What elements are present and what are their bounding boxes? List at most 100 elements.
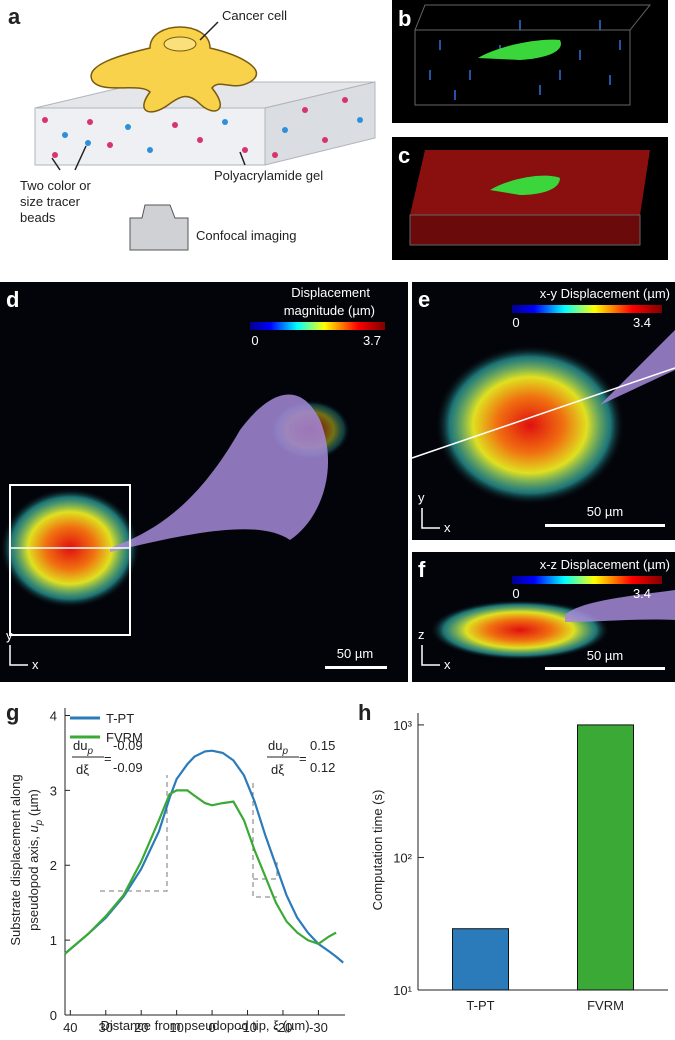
annotation-value: 0.15 bbox=[310, 738, 335, 753]
y-tick-label: 10² bbox=[393, 850, 412, 865]
svg-text:dup: dup bbox=[268, 738, 288, 757]
x-tick-label: -30 bbox=[309, 1020, 328, 1035]
panel-letter: h bbox=[358, 700, 371, 725]
cell bbox=[478, 39, 561, 60]
label: Polyacrylamide gel bbox=[214, 168, 323, 183]
panel-letter: b bbox=[398, 6, 411, 31]
image bbox=[392, 0, 668, 123]
annotation-text: du bbox=[268, 738, 282, 753]
axis-label: x bbox=[32, 657, 39, 672]
panel-letter: a bbox=[8, 4, 21, 29]
axis-label: y bbox=[418, 490, 425, 505]
zoom-box bbox=[9, 484, 131, 636]
y-axis-label-part: u bbox=[26, 825, 41, 832]
y-axis-label: Computation time (s) bbox=[370, 790, 385, 911]
line-series bbox=[64, 749, 344, 964]
x-tick-label: FVRM bbox=[587, 998, 624, 1013]
y-axis-label: pseudopod axis, up (µm) bbox=[26, 789, 45, 931]
annotation-text: = bbox=[104, 751, 112, 766]
panel-a: a Cancer cell Two color or size tracer b… bbox=[8, 4, 376, 251]
y-tick-label: 4 bbox=[50, 708, 57, 723]
legend-label: T-PT bbox=[106, 711, 134, 726]
label: beads bbox=[20, 210, 56, 225]
image bbox=[0, 282, 408, 682]
panel-letter: g bbox=[6, 700, 19, 725]
axis-label: x bbox=[444, 657, 451, 672]
y-axis-label-part: p bbox=[34, 819, 45, 826]
x-tick-label: 30 bbox=[99, 1020, 113, 1035]
axis-label: y bbox=[6, 628, 13, 643]
panel-d: d Displacement magnitude (µm) 0 3.7 y x … bbox=[0, 282, 408, 682]
scale-bar bbox=[545, 667, 665, 670]
panel-e: e x-y Displacement (µm) 0 3.4 y x 50 µm bbox=[411, 282, 675, 540]
y-axis-label-part: (µm) bbox=[26, 789, 41, 820]
annotation-value: 0.12 bbox=[310, 760, 335, 775]
y-tick-label: 1 bbox=[50, 933, 57, 948]
scale-bar-label: 50 µm bbox=[587, 504, 623, 519]
panel-letter: d bbox=[6, 287, 19, 312]
cell bbox=[490, 175, 560, 195]
displacement-field bbox=[435, 345, 625, 505]
colorbar-label: 3.4 bbox=[633, 586, 651, 601]
x-tick-label: -20 bbox=[274, 1020, 293, 1035]
gel-front bbox=[34, 107, 266, 166]
y-tick-label: 10³ bbox=[393, 718, 412, 733]
arrow bbox=[74, 145, 87, 171]
label: Cancer cell bbox=[222, 8, 287, 23]
scale-bar bbox=[545, 524, 665, 527]
cell bbox=[565, 590, 675, 622]
colorbar-title: Displacement bbox=[291, 285, 370, 300]
panel-c: c bbox=[392, 137, 668, 260]
scale-bar bbox=[325, 666, 387, 669]
annotation: dup dξ = -0.09 -0.09 dup dξ = 0.15 0.12 bbox=[72, 738, 335, 898]
panel-letter: c bbox=[398, 143, 410, 168]
colorbar-label: 0 bbox=[512, 586, 519, 601]
panel-letter: f bbox=[418, 557, 426, 582]
y-tick-label: 3 bbox=[50, 783, 57, 798]
annotation-text: dξ bbox=[76, 762, 89, 777]
panel-letter: e bbox=[418, 287, 430, 312]
colorbar-label: 3.7 bbox=[363, 333, 381, 348]
x-tick-label: 20 bbox=[134, 1020, 148, 1035]
bar bbox=[577, 724, 634, 991]
axis-label: x bbox=[444, 520, 451, 535]
colorbar-label: 0 bbox=[251, 333, 258, 348]
colorbar-title: magnitude (µm) bbox=[284, 303, 375, 318]
gel-side bbox=[264, 81, 376, 166]
colorbar bbox=[250, 322, 385, 330]
bar bbox=[452, 928, 509, 991]
annotation-text: p bbox=[281, 746, 288, 757]
annotation-text: dξ bbox=[271, 762, 284, 777]
x-tick-label: 0 bbox=[208, 1020, 215, 1035]
x-tick-label: -10 bbox=[238, 1020, 257, 1035]
colorbar-label: 0 bbox=[512, 315, 519, 330]
y-axis-label: Substrate displacement along bbox=[8, 774, 23, 945]
scale-bar-label: 50 µm bbox=[587, 648, 623, 663]
legend-label: FVRM bbox=[106, 730, 143, 745]
cell bbox=[110, 394, 329, 552]
label: Two color or bbox=[20, 178, 91, 193]
axis-label: z bbox=[418, 627, 425, 642]
x-tick-label: 40 bbox=[63, 1020, 77, 1035]
colorbar bbox=[512, 305, 662, 313]
svg-text:dup: dup bbox=[73, 738, 93, 757]
y-tick-label: 0 bbox=[50, 1008, 57, 1023]
scale-bar-label: 50 µm bbox=[337, 646, 373, 661]
arrow bbox=[51, 157, 61, 171]
y-tick-label: 10¹ bbox=[393, 983, 412, 998]
line-series bbox=[64, 789, 337, 955]
arrow bbox=[199, 21, 219, 41]
colorbar-title: x-z Displacement (µm) bbox=[540, 557, 670, 572]
colorbar-label: 3.4 bbox=[633, 315, 651, 330]
cell bbox=[600, 330, 675, 405]
beads bbox=[42, 97, 363, 158]
cancer-cell bbox=[90, 26, 258, 113]
colorbar bbox=[512, 576, 662, 584]
annotation-value: -0.09 bbox=[113, 760, 143, 775]
panel-f: f x-z Displacement (µm) 0 3.4 z x 50 µm bbox=[412, 552, 675, 682]
annotation-text: p bbox=[86, 746, 93, 757]
x-axis-label: Distance from pseudopod tip, ξ (µm) bbox=[100, 1018, 309, 1033]
arrow bbox=[239, 151, 246, 166]
label: Confocal imaging bbox=[196, 228, 296, 243]
objective bbox=[129, 204, 189, 251]
